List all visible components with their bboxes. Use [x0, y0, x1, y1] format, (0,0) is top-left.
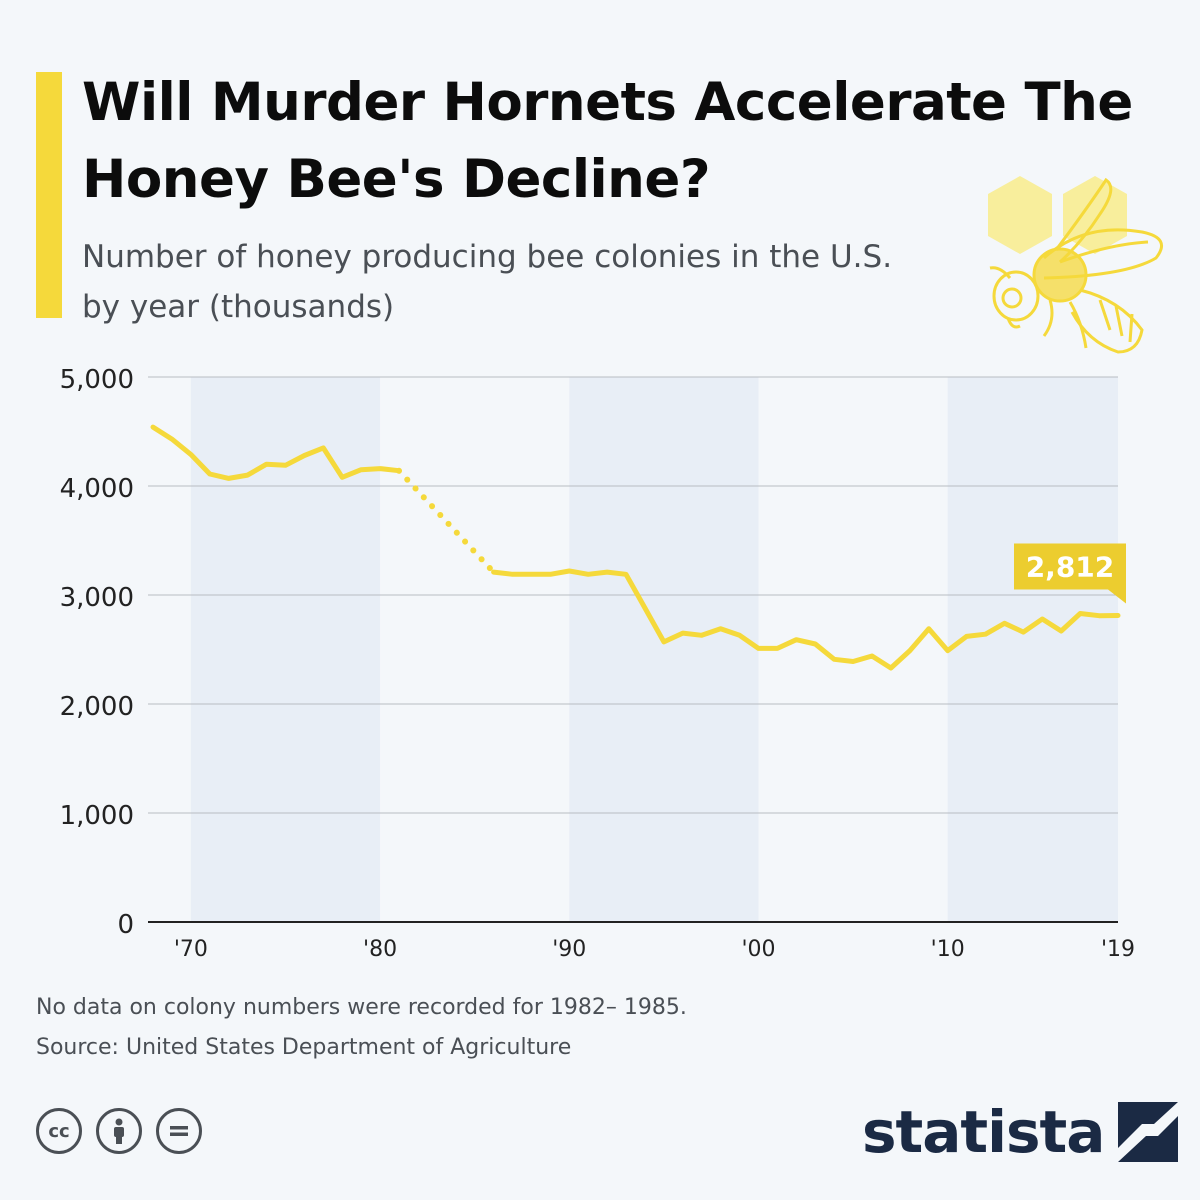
no-derivatives-icon[interactable]: [156, 1108, 202, 1154]
x-tick-label: '10: [931, 937, 965, 962]
decade-band: [190, 377, 381, 922]
chart-title: Will Murder Hornets Accelerate The Honey…: [82, 72, 1133, 210]
y-tick-label: 2,000: [60, 692, 134, 722]
callout-pointer: [1108, 589, 1126, 604]
brand-name: statista: [862, 1098, 1105, 1166]
cc-icon[interactable]: cc: [36, 1108, 82, 1154]
y-tick-label: 0: [117, 910, 134, 940]
decade-band: [569, 377, 759, 922]
callout-box: [1014, 543, 1126, 590]
callout-label: 2,812: [1026, 550, 1115, 583]
x-tick-label: '90: [552, 937, 586, 962]
x-tick-label: '80: [363, 937, 397, 962]
license-icons: cc: [36, 1108, 202, 1154]
series-line-1: [150, 424, 402, 481]
bee-illustration: [988, 176, 1164, 354]
attribution-icon[interactable]: [96, 1108, 142, 1154]
statista-logo[interactable]: statista: [862, 1098, 1179, 1166]
chart-subtitle: Number of honey producing bee colonies i…: [82, 239, 893, 325]
x-tick-label: '19: [1101, 937, 1135, 962]
bee-icon: [989, 177, 1164, 354]
notes: No data on colony numbers were recorded …: [36, 988, 1036, 1068]
x-tick-label: '70: [174, 937, 208, 962]
y-tick-label: 3,000: [60, 583, 134, 613]
x-tick-label: '00: [741, 937, 775, 962]
missing-data-gap: [395, 467, 497, 576]
series-line-2: [491, 568, 1121, 671]
decade-band: [947, 377, 1118, 922]
source-note: Source: United States Department of Agri…: [36, 1035, 572, 1060]
y-tick-label: 1,000: [60, 801, 134, 831]
accent-bar: [36, 72, 62, 318]
footnote: No data on colony numbers were recorded …: [36, 995, 687, 1020]
statista-logo-icon: [1118, 1102, 1179, 1162]
y-tick-label: 4,000: [60, 474, 134, 504]
y-tick-label: 5,000: [60, 365, 134, 395]
